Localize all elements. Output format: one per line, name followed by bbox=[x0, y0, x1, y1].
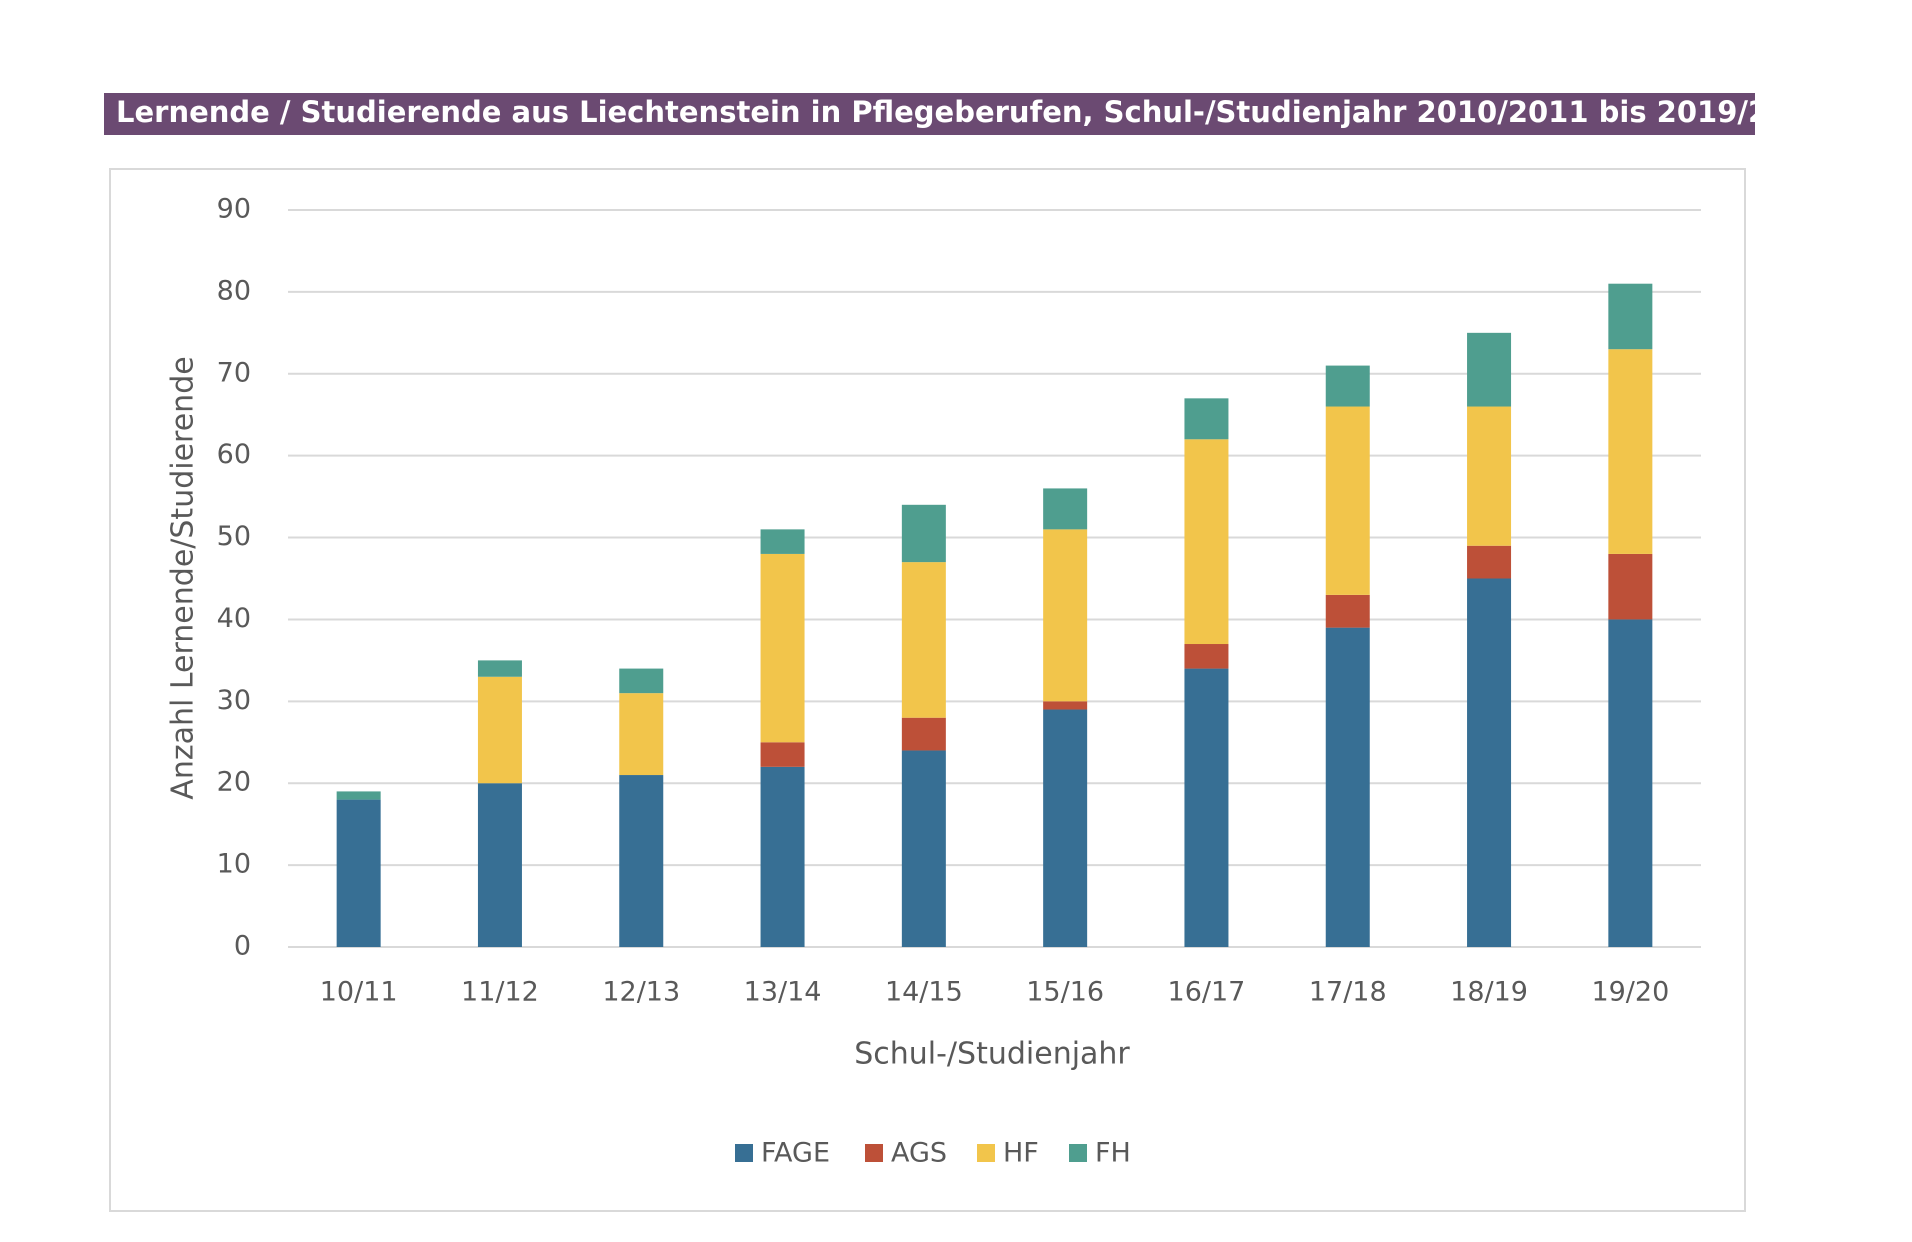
bar-segment bbox=[619, 668, 664, 694]
bar-segment bbox=[1467, 545, 1512, 579]
bar-segment bbox=[1325, 365, 1370, 407]
bar-segment bbox=[1184, 439, 1229, 645]
y-tick-label: 70 bbox=[217, 357, 251, 388]
bar-segment bbox=[1043, 701, 1088, 710]
bar-segment bbox=[901, 562, 946, 718]
y-tick-label: 20 bbox=[217, 767, 251, 798]
x-tick-label: 16/17 bbox=[1168, 977, 1246, 1008]
bar-segment bbox=[760, 529, 805, 554]
y-tick-label: 30 bbox=[217, 685, 251, 716]
bar-segment bbox=[1608, 283, 1653, 350]
chart-title: Lernende / Studierende aus Liechtenstein… bbox=[116, 95, 1829, 129]
bar-segment bbox=[1325, 594, 1370, 628]
y-tick-label: 90 bbox=[217, 194, 251, 225]
bar-segment bbox=[336, 799, 381, 947]
bar-segment bbox=[1043, 709, 1088, 947]
x-tick-label: 13/14 bbox=[744, 977, 822, 1008]
y-axis-title: Anzahl Lernende/Studierende bbox=[166, 356, 201, 799]
bar-segment bbox=[477, 676, 522, 784]
bar-segment bbox=[1325, 627, 1370, 947]
x-tick-label: 19/20 bbox=[1591, 977, 1669, 1008]
bar-segment bbox=[901, 504, 946, 563]
bar-segment bbox=[1608, 553, 1653, 620]
x-tick-label: 14/15 bbox=[885, 977, 963, 1008]
bar-segment bbox=[1608, 619, 1653, 947]
bar-segment bbox=[901, 750, 946, 947]
x-tick-label: 10/11 bbox=[320, 977, 398, 1008]
bar-segment bbox=[760, 742, 805, 767]
bar-segment bbox=[1467, 332, 1512, 407]
legend-label: AGS bbox=[891, 1138, 947, 1169]
y-tick-label: 0 bbox=[234, 931, 251, 962]
x-tick-label: 18/19 bbox=[1450, 977, 1528, 1008]
x-tick-label: 12/13 bbox=[602, 977, 680, 1008]
bar-segment bbox=[1184, 668, 1229, 947]
bar-segment bbox=[619, 693, 664, 776]
legend-label: FAGE bbox=[761, 1138, 830, 1169]
bar-segment bbox=[1608, 349, 1653, 554]
legend-swatch bbox=[865, 1144, 883, 1162]
bar-segment bbox=[477, 783, 522, 947]
legend-swatch bbox=[977, 1144, 995, 1162]
bar-segment bbox=[901, 717, 946, 751]
x-tick-label: 11/12 bbox=[461, 977, 539, 1008]
legend-swatch bbox=[735, 1144, 753, 1162]
x-tick-label: 17/18 bbox=[1309, 977, 1387, 1008]
legend-label: FH bbox=[1095, 1138, 1131, 1169]
chart-frame bbox=[109, 168, 1746, 1212]
bar-segment bbox=[336, 791, 381, 800]
title-banner bbox=[104, 93, 1755, 135]
bar-segment bbox=[1467, 406, 1512, 546]
bar-segment bbox=[1184, 398, 1229, 440]
bar-segment bbox=[1184, 644, 1229, 669]
x-tick-label: 15/16 bbox=[1026, 977, 1104, 1008]
y-tick-label: 40 bbox=[217, 603, 251, 634]
y-tick-label: 60 bbox=[217, 439, 251, 470]
y-tick-label: 80 bbox=[217, 275, 251, 306]
legend-swatch bbox=[1069, 1144, 1087, 1162]
bar-segment bbox=[1043, 529, 1088, 702]
bar-segment bbox=[1043, 488, 1088, 530]
y-tick-label: 10 bbox=[217, 849, 251, 880]
y-tick-label: 50 bbox=[217, 521, 251, 552]
bar-segment bbox=[619, 775, 664, 947]
legend-label: HF bbox=[1003, 1138, 1039, 1169]
bar-segment bbox=[1325, 406, 1370, 595]
bar-segment bbox=[760, 553, 805, 743]
bar-segment bbox=[477, 660, 522, 677]
bar-segment bbox=[1467, 578, 1512, 947]
bar-segment bbox=[760, 766, 805, 947]
x-axis-title: Schul-/Studienjahr bbox=[854, 1037, 1130, 1072]
